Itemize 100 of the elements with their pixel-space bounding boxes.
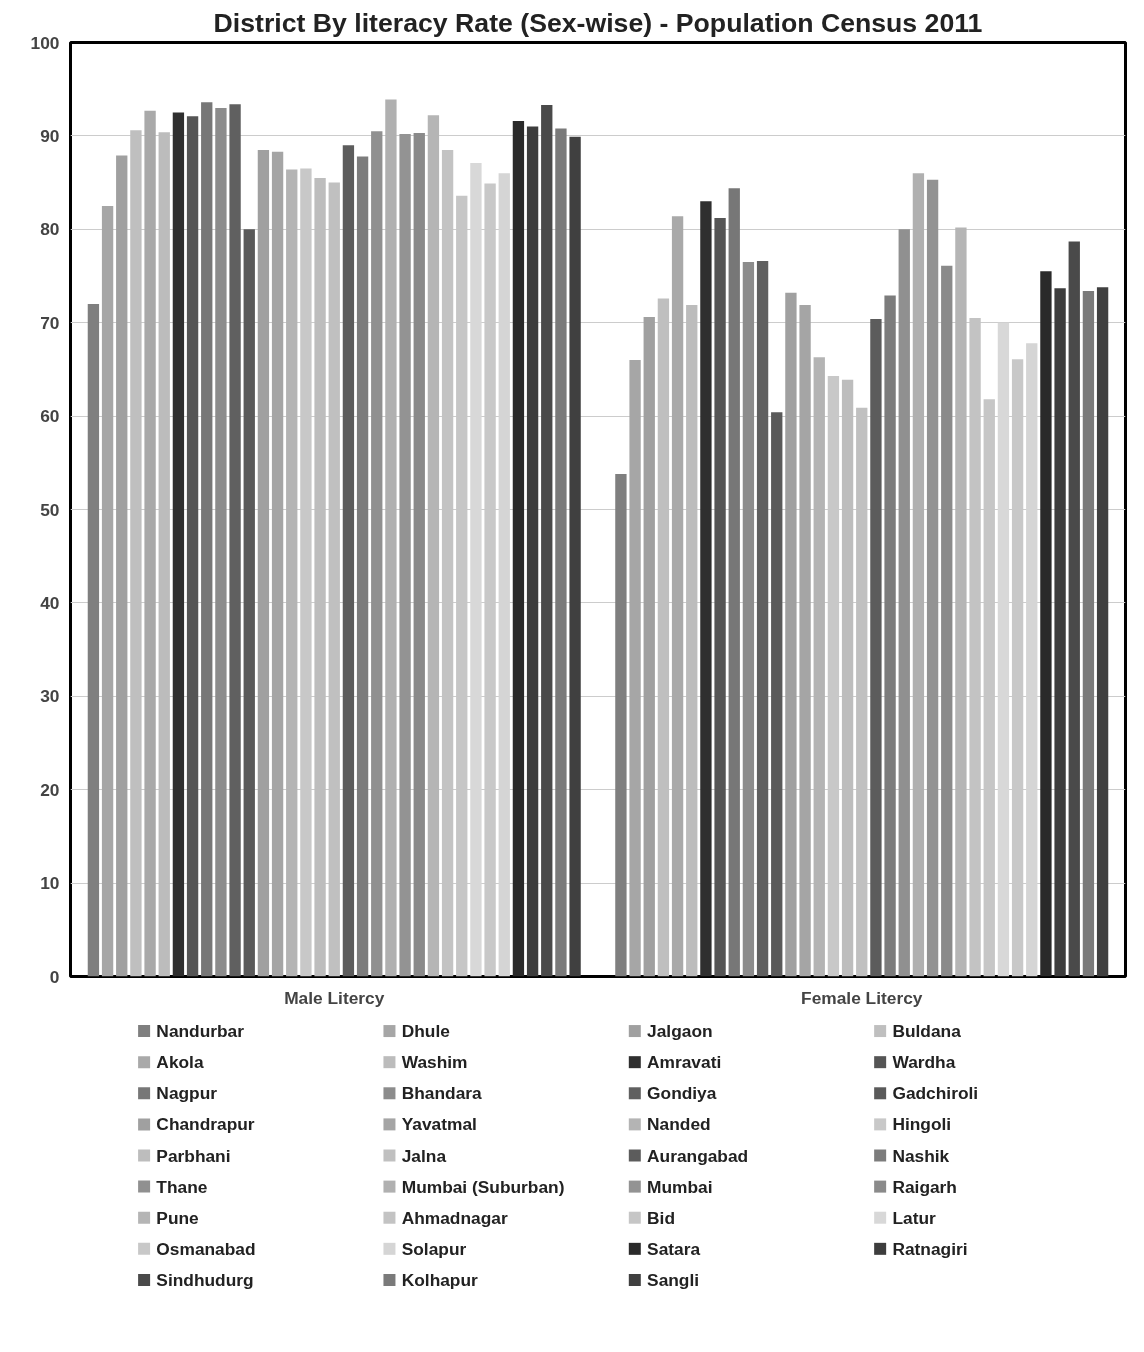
bar xyxy=(526,126,539,977)
bar xyxy=(158,132,170,977)
bar xyxy=(271,151,284,977)
bar xyxy=(941,265,953,977)
legend-label: Ahmadnagar xyxy=(401,1207,508,1228)
bar xyxy=(215,107,227,977)
y-tick-label: 80 xyxy=(40,219,60,240)
bar xyxy=(643,317,655,977)
legend-label: Parbhani xyxy=(156,1145,231,1166)
bar xyxy=(912,173,925,977)
y-tick-label: 100 xyxy=(30,32,60,53)
bar xyxy=(87,304,100,977)
legend-label: Nagpur xyxy=(156,1083,218,1104)
legend-label: Sangli xyxy=(647,1269,700,1290)
bar xyxy=(130,130,142,977)
legend-label: Mumbai xyxy=(647,1176,713,1197)
chart-title: District By literacy Rate (Sex-wise) - Population Census 2011 xyxy=(213,7,983,38)
bar xyxy=(771,412,783,977)
bar xyxy=(385,99,397,977)
legend-label: Wardha xyxy=(892,1052,956,1073)
legend-label: Thane xyxy=(156,1176,208,1197)
bar xyxy=(926,179,939,977)
bar xyxy=(615,474,627,977)
bar xyxy=(870,318,882,977)
legend-label: Osmanabad xyxy=(156,1238,256,1259)
bar xyxy=(186,116,199,977)
x-tick-label: Female Litercy xyxy=(801,987,923,1008)
x-tick-label: Male Litercy xyxy=(284,987,385,1008)
bar xyxy=(413,133,425,977)
bar xyxy=(955,227,967,977)
bar xyxy=(1068,241,1080,977)
bar xyxy=(686,304,698,977)
bar xyxy=(700,201,712,977)
bar xyxy=(144,110,156,977)
bar xyxy=(1082,290,1095,977)
bar xyxy=(243,229,255,977)
bar xyxy=(201,102,213,977)
bar xyxy=(101,205,114,977)
legend-label: Sindhudurg xyxy=(156,1269,254,1290)
legend-label: Gondiya xyxy=(647,1083,717,1104)
legend-label: Nanded xyxy=(647,1114,711,1135)
legend-label: Ratnagiri xyxy=(892,1238,968,1259)
y-tick-label: 30 xyxy=(40,686,60,707)
legend-label: Jalgaon xyxy=(647,1021,713,1042)
bar xyxy=(756,261,769,977)
bar xyxy=(714,218,726,977)
bar xyxy=(257,149,270,977)
legend-label: Nashik xyxy=(892,1145,950,1166)
bar xyxy=(116,155,128,977)
bar xyxy=(657,298,670,977)
bar xyxy=(1040,271,1052,977)
bar xyxy=(742,261,755,977)
y-tick-label: 50 xyxy=(40,499,60,520)
y-tick-label: 20 xyxy=(40,779,60,800)
legend-label: Dhule xyxy=(401,1021,451,1042)
bar xyxy=(1054,288,1066,977)
y-tick-label: 60 xyxy=(40,406,60,427)
legend-label: Bhandara xyxy=(401,1083,483,1104)
bar xyxy=(629,360,641,977)
legend-label: Amravati xyxy=(647,1052,722,1073)
legend-label: Aurangabad xyxy=(647,1145,749,1166)
legend-label: Washim xyxy=(401,1052,468,1073)
bar xyxy=(172,112,185,977)
bar xyxy=(813,357,825,977)
y-tick-label: 10 xyxy=(40,873,60,894)
bar xyxy=(541,105,553,977)
bar xyxy=(884,295,896,977)
bar xyxy=(427,115,440,977)
bar xyxy=(399,134,411,977)
bar xyxy=(286,169,298,977)
bar xyxy=(356,156,369,977)
bar xyxy=(785,292,797,977)
bar xyxy=(555,128,567,977)
legend-label: Gadchiroli xyxy=(892,1083,979,1104)
legend-label: Solapur xyxy=(401,1238,467,1259)
y-tick-label: 70 xyxy=(40,312,60,333)
legend-label: Bid xyxy=(647,1207,675,1228)
legend-label: Jalna xyxy=(401,1145,447,1166)
legend-label: Akola xyxy=(156,1052,204,1073)
bar xyxy=(342,145,355,977)
legend-label: Chandrapur xyxy=(156,1114,255,1135)
legend-label: Mumbai (Suburban) xyxy=(401,1176,565,1197)
legend-label: Pune xyxy=(156,1207,200,1228)
bar xyxy=(229,104,241,977)
bar xyxy=(371,131,383,977)
bar xyxy=(898,229,910,977)
legend-label: Nandurbar xyxy=(156,1021,245,1042)
bar xyxy=(1096,287,1109,977)
bar xyxy=(569,136,581,977)
legend-label: Raigarh xyxy=(892,1176,957,1197)
bar xyxy=(841,379,854,977)
legend-label: Latur xyxy=(892,1207,936,1228)
legend-label: Buldana xyxy=(892,1021,962,1042)
bar xyxy=(728,188,740,977)
bar xyxy=(512,120,525,977)
legend-label: Satara xyxy=(647,1238,701,1259)
legend-label: Hingoli xyxy=(892,1114,952,1135)
bar xyxy=(799,304,811,977)
legend-label: Kolhapur xyxy=(401,1269,479,1290)
legend-label: Yavatmal xyxy=(401,1114,477,1135)
